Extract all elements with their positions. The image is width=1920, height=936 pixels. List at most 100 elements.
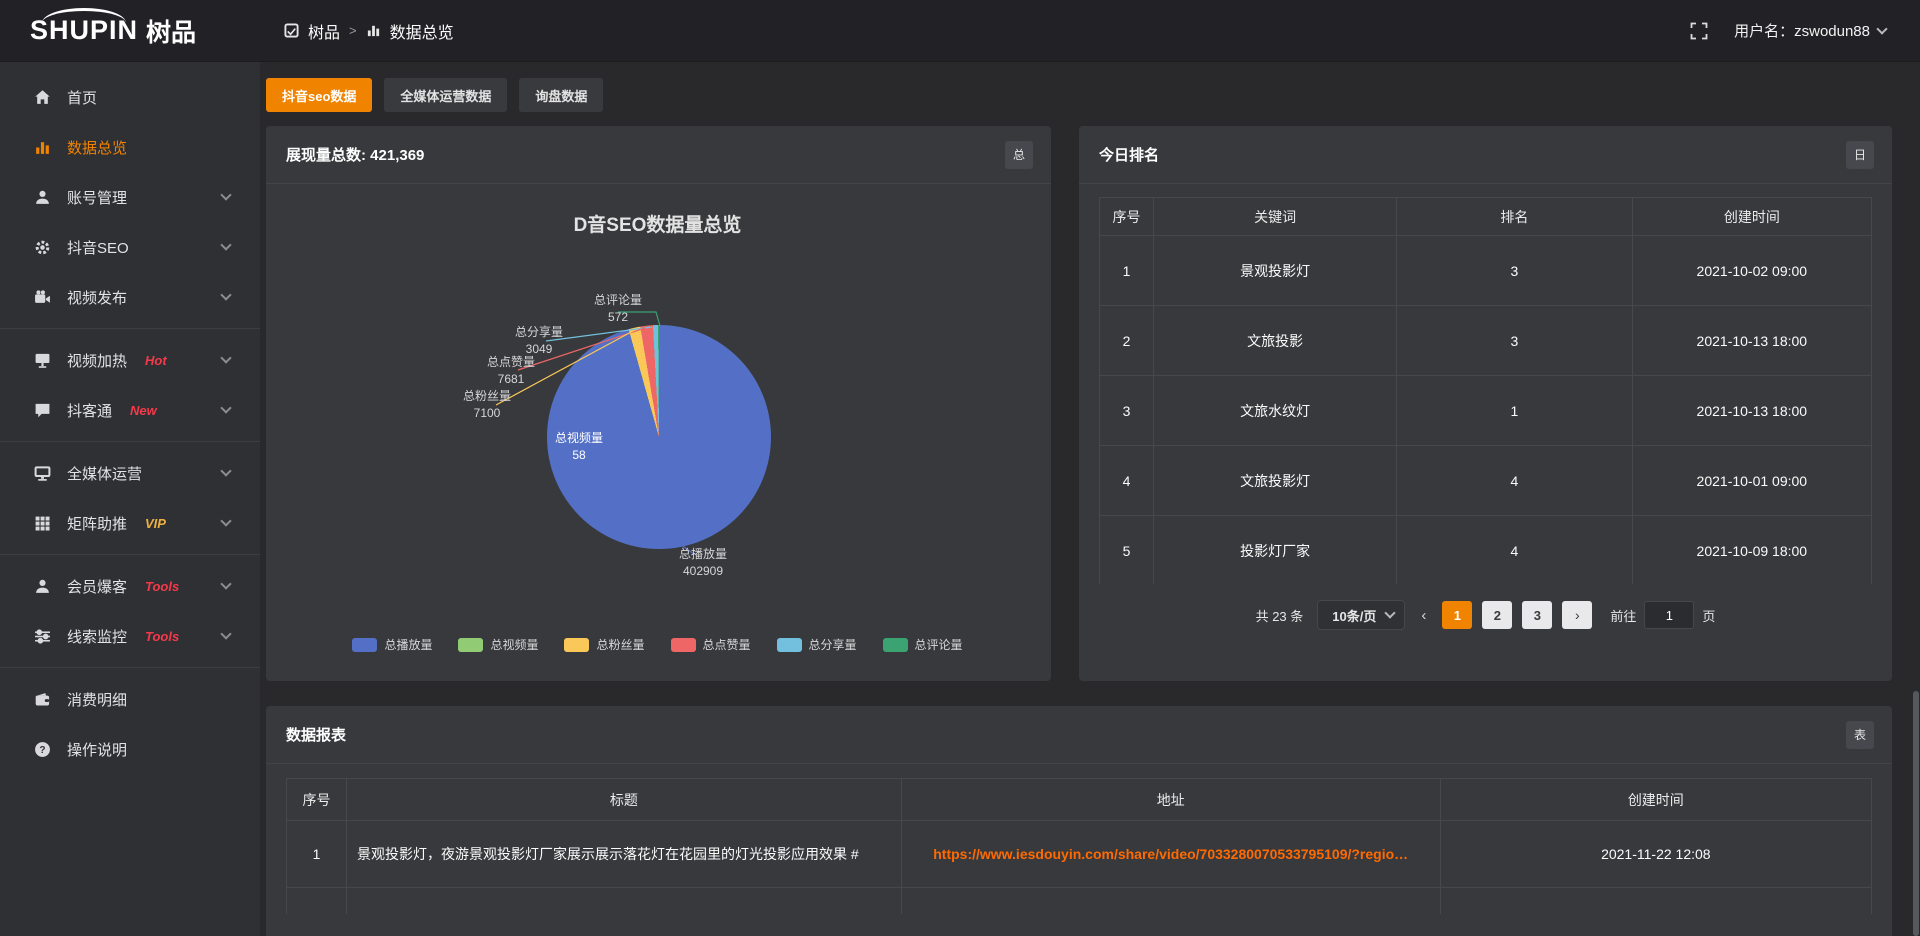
page-size-select[interactable]: 10条/页	[1317, 600, 1406, 630]
chevron-down-icon	[220, 189, 232, 201]
sidebar-item-video-publish[interactable]: 视频发布	[0, 272, 260, 322]
legend-swatch	[776, 637, 802, 652]
video-url-link[interactable]: https://www.iesdouyin.com/share/video/70…	[933, 846, 1409, 862]
sidebar-divider	[0, 667, 260, 668]
sidebar-item-label: 线索监控	[67, 628, 128, 646]
page-button-1[interactable]: 1	[1442, 601, 1473, 629]
fullscreen-icon[interactable]	[1690, 22, 1708, 40]
table-row: 1 景观投影灯，夜游景观投影灯厂家展示展示落花灯在花园里的灯光投影应用效果 # …	[286, 820, 1873, 888]
home-icon	[34, 89, 51, 106]
col-title: 标题	[346, 778, 902, 821]
sidebar-item-label: 视频加热	[67, 352, 128, 370]
legend-label: 总点赞量	[702, 638, 751, 652]
prev-page-button[interactable]: ‹	[1415, 607, 1432, 624]
legend-item[interactable]: 总播放量	[352, 636, 432, 653]
seo-pie-chart: D音SEO数据量总览 总评论量 572 总分享量 3049 总点赞量 7681	[266, 184, 1049, 679]
sidebar-item-account[interactable]: 账号管理	[0, 172, 260, 222]
goto-label: 前往	[1610, 608, 1637, 624]
pie-label-plays: 总播放量 402909	[678, 547, 727, 578]
legend-item[interactable]: 总视频量	[458, 636, 538, 653]
col-url: 地址	[900, 778, 1441, 821]
app-logo: SHUPIN 树品	[0, 8, 260, 49]
chevron-down-icon	[220, 515, 232, 527]
sidebar-item-lead-monitor[interactable]: 线索监控 Tools	[0, 611, 260, 661]
legend-swatch	[352, 637, 378, 652]
logo-text-cn: 树品	[146, 18, 197, 47]
table-header-row: 序号 标题 地址 创建时间	[286, 778, 1873, 821]
chevron-down-icon	[220, 628, 232, 640]
sidebar-item-douketong[interactable]: 抖客通 New	[0, 385, 260, 435]
legend-swatch	[458, 637, 484, 652]
col-index: 序号	[1099, 197, 1155, 236]
report-card-title: 数据报表	[286, 727, 347, 744]
sidebar-item-member-baoke[interactable]: 会员爆客 Tools	[0, 561, 260, 611]
table-badge-button[interactable]: 表	[1846, 720, 1874, 749]
ranking-table: 序号 关键词 排名 创建时间 1 景观投影灯 3 2021-10-02 09:00	[1099, 197, 1872, 584]
data-tabs: 抖音seo数据 全媒体运营数据 询盘数据	[266, 78, 1892, 112]
wallet-icon	[34, 691, 51, 708]
legend-item[interactable]: 总粉丝量	[564, 636, 645, 653]
table-row: 5 投影灯厂家 4 2021-10-09 18:00	[1099, 515, 1872, 584]
user-menu[interactable]: 用户名：zswodun88	[1734, 20, 1888, 41]
page-button-3[interactable]: 3	[1522, 601, 1553, 629]
legend-swatch	[882, 637, 908, 652]
chevron-down-icon	[220, 289, 232, 301]
table-row	[286, 887, 1873, 914]
breadcrumb-current: 数据总览	[389, 24, 454, 42]
total-badge-button[interactable]: 总	[1005, 140, 1033, 169]
col-created: 创建时间	[1631, 197, 1872, 236]
chevron-down-icon	[220, 352, 232, 364]
tab-inquiry-data[interactable]: 询盘数据	[519, 78, 604, 112]
chevron-down-icon	[220, 402, 232, 414]
tab-omnimedia-data[interactable]: 全媒体运营数据	[384, 78, 508, 112]
app-square-icon	[284, 23, 299, 38]
chart-legend: 总播放量 总视频量 总粉丝量 总点赞量 总分享量 总评论量	[266, 636, 1049, 653]
sidebar-item-label: 矩阵助推	[67, 515, 128, 533]
sidebar-item-data-overview[interactable]: 数据总览	[0, 122, 260, 172]
vip-badge: VIP	[145, 515, 166, 531]
data-report-card: 数据报表 表 序号 标题 地址 创建时间 1 景观投影灯，夜游景观投影灯	[266, 706, 1892, 936]
grid-icon	[34, 515, 51, 532]
legend-item[interactable]: 总分享量	[776, 636, 857, 653]
report-table: 序号 标题 地址 创建时间 1 景观投影灯，夜游景观投影灯厂家展示展示落花灯在花…	[286, 778, 1873, 914]
video-camera-icon	[34, 289, 51, 306]
tab-douyin-seo[interactable]: 抖音seo数据	[266, 78, 373, 112]
today-ranking-card: 今日排名 日 序号 关键词 排名 创建时间	[1079, 126, 1892, 681]
goto-page-input[interactable]	[1644, 601, 1695, 629]
sidebar-item-omnimedia[interactable]: 全媒体运营	[0, 448, 260, 498]
chart-title: D音SEO数据量总览	[573, 215, 742, 236]
sidebar-item-label: 消费明细	[67, 691, 128, 709]
chevron-down-icon	[1384, 607, 1397, 619]
person-icon	[34, 578, 51, 595]
scrollbar-thumb[interactable]	[1913, 691, 1919, 936]
video-title-cell: 景观投影灯，夜游景观投影灯厂家展示展示落花灯在花园里的灯光投影应用效果 #	[346, 820, 902, 888]
page-button-2[interactable]: 2	[1482, 601, 1513, 629]
breadcrumb-root[interactable]: 树品	[308, 24, 341, 42]
chevron-down-icon	[1876, 22, 1888, 35]
sidebar-item-douyin-seo[interactable]: 抖音SEO	[0, 222, 260, 272]
sidebar-item-home[interactable]: 首页	[0, 72, 260, 122]
chat-bubble-icon	[34, 402, 51, 419]
sidebar-item-video-heat[interactable]: 视频加热 Hot	[0, 335, 260, 385]
day-badge-button[interactable]: 日	[1846, 140, 1874, 169]
page-scrollbar[interactable]	[1912, 62, 1920, 936]
sidebar-item-label: 抖音SEO	[67, 239, 129, 257]
sidebar-item-matrix-boost[interactable]: 矩阵助推 VIP	[0, 498, 260, 548]
sliders-icon	[34, 628, 51, 645]
legend-item[interactable]: 总评论量	[882, 636, 963, 653]
sidebar-item-label: 数据总览	[67, 139, 128, 157]
breadcrumb: 树品 > 数据总览	[284, 19, 454, 43]
sidebar-item-help[interactable]: ? 操作说明	[0, 724, 260, 774]
goto-unit: 页	[1702, 608, 1716, 624]
impressions-total-title: 展现量总数: 421,369	[286, 147, 425, 164]
bar-chart-icon	[366, 23, 381, 38]
legend-label: 总分享量	[808, 638, 857, 652]
new-badge: New	[130, 402, 157, 418]
sidebar-item-consumption[interactable]: 消费明细	[0, 674, 260, 724]
col-keyword: 关键词	[1153, 197, 1398, 236]
next-page-button[interactable]: ›	[1562, 601, 1593, 629]
table-row: 3 文旅水纹灯 1 2021-10-13 18:00	[1099, 375, 1872, 446]
legend-item[interactable]: 总点赞量	[670, 636, 751, 653]
logo-text-en: SHUPIN	[30, 8, 139, 45]
legend-label: 总播放量	[384, 638, 433, 652]
